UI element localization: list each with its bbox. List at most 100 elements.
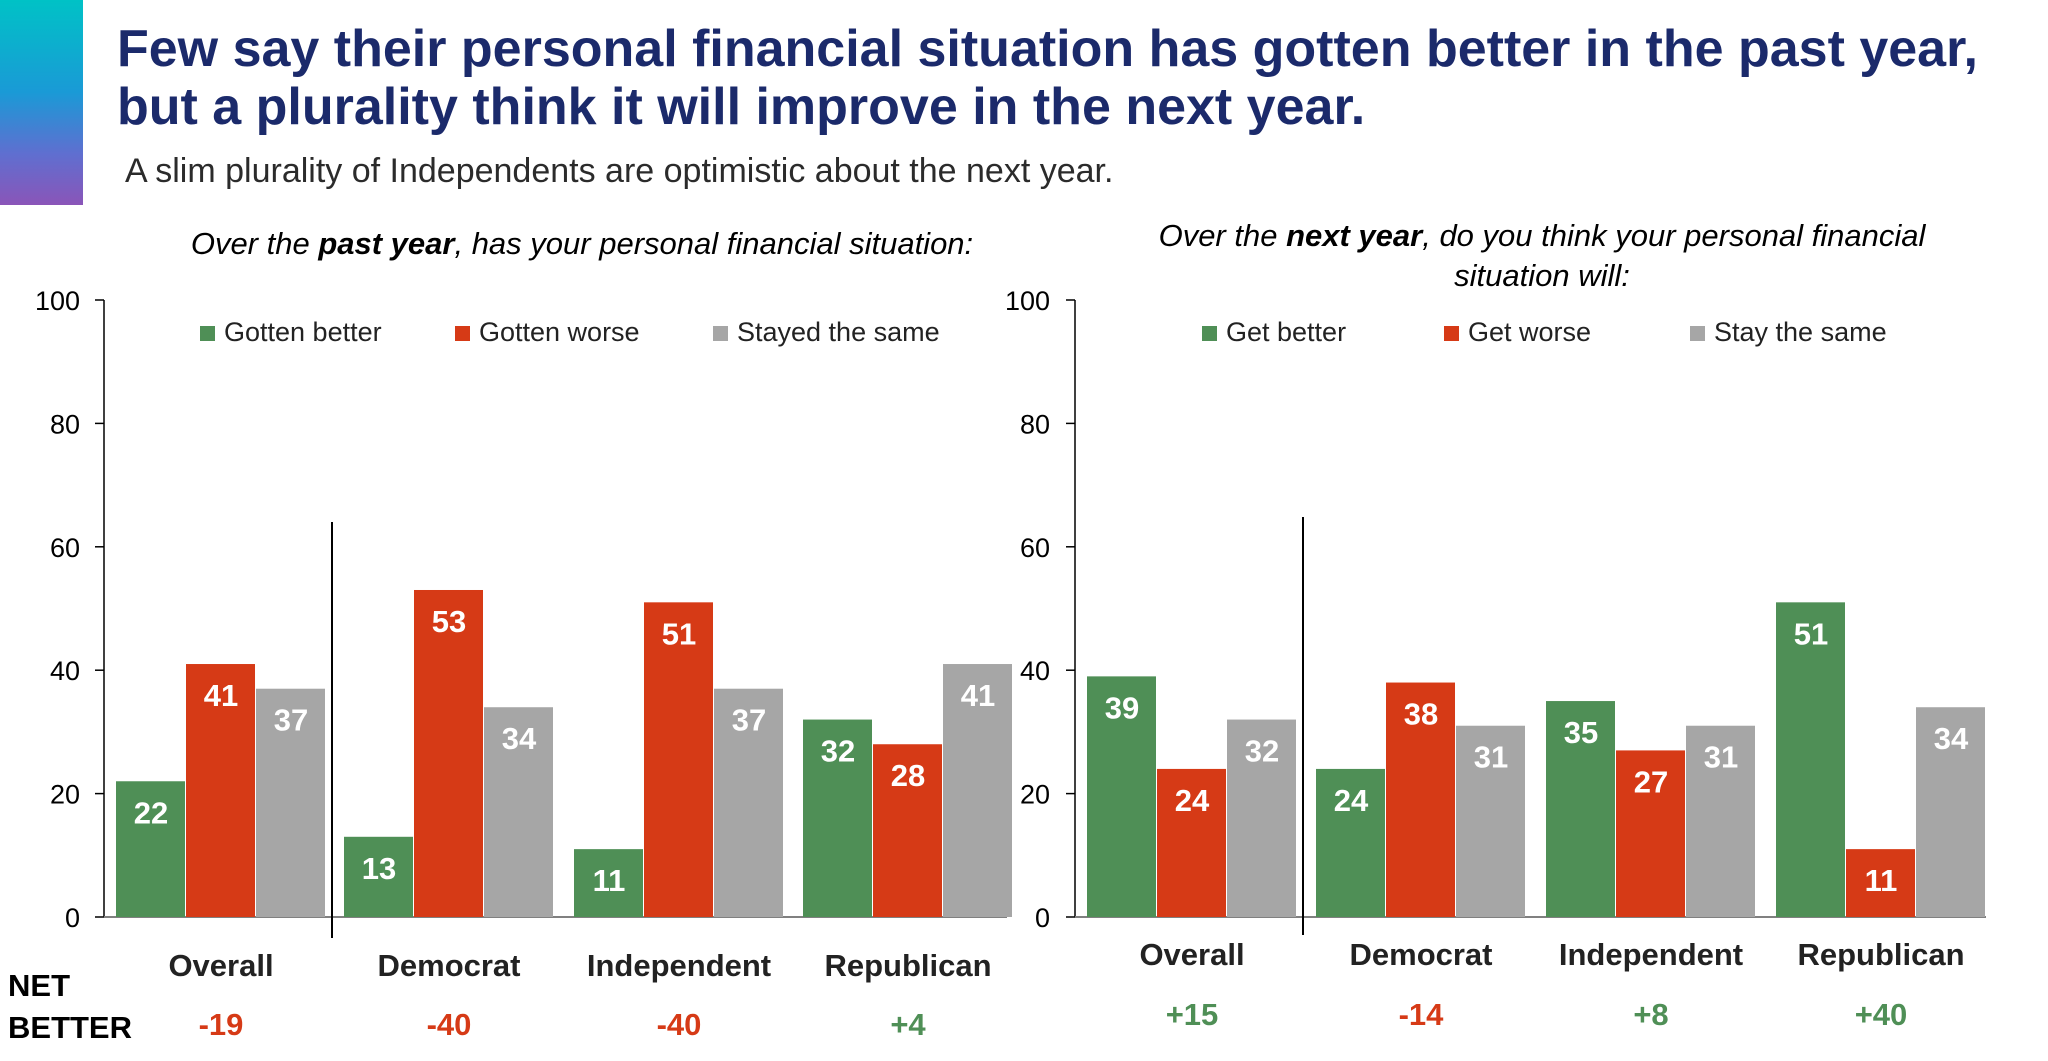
chart-0-bar — [116, 781, 185, 917]
chart-0-y-tick-label: 60 — [50, 533, 80, 563]
chart-1-bar — [1546, 701, 1615, 917]
chart-1-data-label: 34 — [1934, 721, 1969, 756]
chart-0-bar — [484, 707, 553, 917]
chart-1-category-label: Democrat — [1350, 937, 1493, 972]
chart-0-legend-label: Gotten better — [224, 317, 382, 347]
chart-1-y-tick-label: 80 — [1020, 409, 1050, 439]
chart-1-legend-label: Get better — [1226, 317, 1346, 347]
chart-0-data-label: 37 — [732, 703, 766, 738]
chart-0-legend-label: Gotten worse — [479, 317, 640, 347]
chart-0-data-label: 37 — [274, 703, 308, 738]
chart-1-bar — [1456, 725, 1525, 917]
chart-0-data-label: 32 — [821, 734, 855, 769]
chart-0-bar — [943, 664, 1012, 917]
chart-0-legend-swatch — [713, 326, 728, 341]
chart-0-bar — [256, 688, 325, 917]
chart-0-data-label: 41 — [204, 678, 238, 713]
chart-0-data-label: 13 — [362, 851, 396, 886]
chart-1-y-tick-label: 40 — [1020, 656, 1050, 686]
chart-0-bar — [714, 688, 783, 917]
chart-0-question: Over the past year, has your personal fi… — [191, 226, 973, 261]
chart-1-net-better-value: +8 — [1633, 997, 1668, 1032]
chart-1-legend-swatch — [1444, 326, 1459, 341]
chart-0-y-tick-label: 20 — [50, 780, 80, 810]
net-better-label-line1: NET — [8, 968, 70, 1003]
chart-0-y-tick-label: 80 — [50, 409, 80, 439]
chart-0-net-better-value: -40 — [427, 1007, 472, 1042]
chart-1-legend-label: Get worse — [1468, 317, 1591, 347]
chart-1-question-part: next year — [1286, 218, 1424, 253]
chart-1-data-label: 51 — [1794, 616, 1828, 651]
chart-1-data-label: 11 — [1865, 863, 1898, 898]
chart-1-legend-swatch — [1202, 326, 1217, 341]
chart-1-category-label: Independent — [1559, 937, 1743, 972]
chart-1-bar — [1386, 682, 1455, 917]
chart-0-net-better-value: -40 — [657, 1007, 702, 1042]
chart-0-legend-swatch — [455, 326, 470, 341]
chart-0-data-label: 34 — [502, 721, 537, 756]
chart-1-bar — [1686, 725, 1755, 917]
chart-1-y-tick-label: 20 — [1020, 780, 1050, 810]
chart-0-bar — [186, 664, 255, 917]
chart-1-category-label: Republican — [1797, 937, 1964, 972]
chart-1-category-label: Overall — [1139, 937, 1244, 972]
chart-1-bar — [1087, 676, 1156, 917]
chart-0-category-label: Independent — [587, 948, 771, 983]
chart-1-legend-swatch — [1690, 326, 1705, 341]
chart-0-question-part: past year — [317, 226, 456, 261]
chart-1-question-part: Over the — [1159, 218, 1287, 253]
page-title: Few say their personal financial situati… — [117, 20, 1978, 136]
chart-0-data-label: 28 — [891, 758, 925, 793]
chart-1-bar — [1616, 750, 1685, 917]
chart-1-bar — [1916, 707, 1985, 917]
chart-1-data-label: 31 — [1704, 740, 1738, 775]
chart-0-net-better-value: -19 — [199, 1007, 244, 1042]
chart-1-data-label: 39 — [1105, 690, 1139, 725]
chart-1-bar — [1846, 849, 1915, 917]
chart-1-question-part: , do you think your personal financial — [1422, 218, 1926, 253]
chart-0-data-label: 22 — [134, 795, 168, 830]
chart-1-net-better-value: +15 — [1166, 997, 1219, 1032]
chart-1-y-tick-label: 100 — [1005, 286, 1050, 316]
chart-0-data-label: 41 — [961, 678, 995, 713]
chart-0-legend-swatch — [200, 326, 215, 341]
chart-1-legend-label: Stay the same — [1714, 317, 1887, 347]
chart-1-question: Over the next year, do you think your pe… — [1159, 218, 1927, 253]
chart-1-bar — [1316, 768, 1385, 917]
chart-1-net-better-value: +40 — [1855, 997, 1908, 1032]
chart-0-legend-label: Stayed the same — [737, 317, 940, 347]
net-better-label-line2: BETTER — [8, 1010, 132, 1045]
chart-1-data-label: 35 — [1564, 715, 1598, 750]
chart-0-category-label: Democrat — [378, 948, 521, 983]
chart-0-data-label: 53 — [432, 604, 466, 639]
chart-1-data-label: 31 — [1474, 740, 1508, 775]
chart-0-y-tick-label: 100 — [35, 286, 80, 316]
page-subtitle: A slim plurality of Independents are opt… — [125, 152, 1114, 190]
chart-1-data-label: 27 — [1634, 764, 1668, 799]
chart-1-bar — [1227, 719, 1296, 917]
chart-1-data-label: 24 — [1175, 783, 1210, 818]
chart-1-question-line2: situation will: — [1454, 258, 1630, 293]
chart-0-category-label: Overall — [168, 948, 273, 983]
chart-0-bar — [803, 719, 872, 917]
chart-0-bar — [414, 589, 483, 917]
chart-0-data-label: 11 — [593, 863, 626, 898]
chart-0-question-part: , has your personal financial situation: — [454, 226, 973, 261]
chart-0-net-better-value: +4 — [890, 1007, 926, 1042]
accent-bar — [0, 0, 83, 205]
chart-0-bar — [574, 849, 643, 917]
chart-1-net-better-value: -14 — [1399, 997, 1445, 1032]
chart-1-data-label: 32 — [1245, 734, 1279, 769]
chart-1-bar — [1776, 602, 1845, 917]
chart-1-data-label: 24 — [1334, 783, 1369, 818]
chart-1-data-label: 38 — [1404, 697, 1438, 732]
chart-0-bar — [344, 836, 413, 917]
chart-0-question-part: Over the — [191, 226, 319, 261]
chart-0-bar — [644, 602, 713, 917]
chart-0-bar — [873, 744, 942, 917]
chart-1-y-tick-label: 60 — [1020, 533, 1050, 563]
chart-0-category-label: Republican — [824, 948, 991, 983]
chart-0-y-tick-label: 40 — [50, 656, 80, 686]
chart-1-bar — [1157, 768, 1226, 917]
